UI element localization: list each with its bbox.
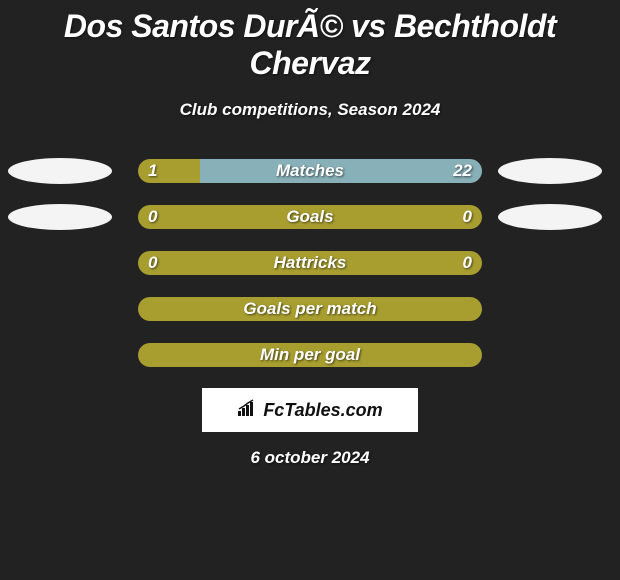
stat-label: Hattricks <box>138 251 482 275</box>
player-left-avatar <box>8 204 112 230</box>
page-title: Dos Santos DurÃ© vs Bechtholdt Chervaz <box>0 8 620 82</box>
logo-box: FcTables.com <box>202 388 418 432</box>
stat-bar: Goals per match <box>138 297 482 321</box>
stat-row: Min per goal <box>0 342 620 368</box>
stat-value-right: 22 <box>453 159 472 183</box>
logo-text: FcTables.com <box>263 400 382 421</box>
stat-value-left: 0 <box>148 205 157 229</box>
stat-label: Matches <box>138 159 482 183</box>
player-right-avatar <box>498 158 602 184</box>
stat-bar: Min per goal <box>138 343 482 367</box>
stat-row: Goals per match <box>0 296 620 322</box>
date-label: 6 october 2024 <box>0 448 620 468</box>
chart-icon <box>237 399 259 422</box>
player-right-avatar <box>498 204 602 230</box>
comparison-card: Dos Santos DurÃ© vs Bechtholdt Chervaz C… <box>0 0 620 468</box>
stat-label: Min per goal <box>138 343 482 367</box>
stat-row: Goals0 0 <box>0 204 620 230</box>
player-left-avatar <box>8 158 112 184</box>
stat-bar: Matches1 22 <box>138 159 482 183</box>
stat-label: Goals per match <box>138 297 482 321</box>
stat-value-left: 1 <box>148 159 157 183</box>
stat-row: Matches1 22 <box>0 158 620 184</box>
stat-value-right: 0 <box>463 205 472 229</box>
stat-value-right: 0 <box>463 251 472 275</box>
stat-label: Goals <box>138 205 482 229</box>
stat-row: Hattricks0 0 <box>0 250 620 276</box>
stat-bar: Goals0 0 <box>138 205 482 229</box>
subtitle: Club competitions, Season 2024 <box>0 100 620 120</box>
stat-rows: Matches122Goals00Hattricks00Goals per ma… <box>0 158 620 368</box>
stat-value-left: 0 <box>148 251 157 275</box>
stat-bar: Hattricks0 0 <box>138 251 482 275</box>
